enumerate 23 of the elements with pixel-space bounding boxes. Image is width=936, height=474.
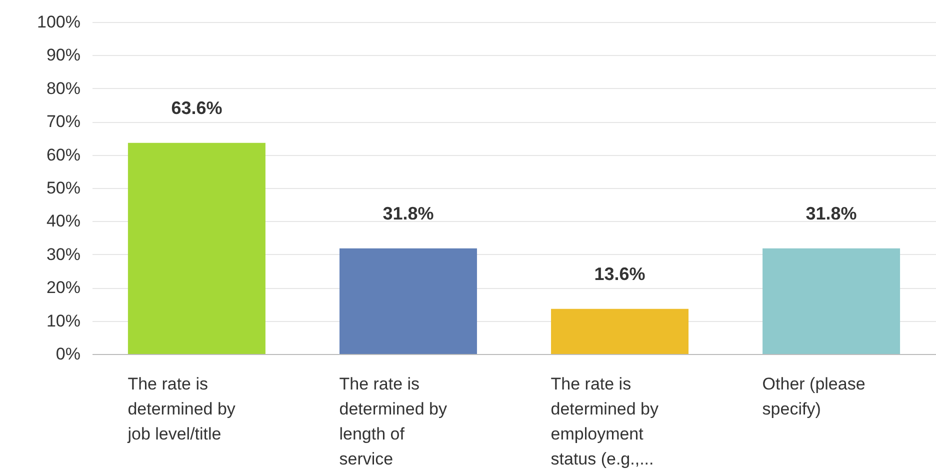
data-label: 31.8% (382, 203, 434, 224)
y-tick-label: 10% (46, 311, 80, 330)
y-tick-label: 90% (46, 46, 80, 65)
y-tick-label: 50% (46, 178, 80, 198)
x-tick-label: The rate is determined by job level/title (126, 374, 236, 444)
x-tick-label: The rate is determined by length of service (339, 374, 448, 468)
y-tick-label: 60% (46, 145, 80, 164)
x-tick-label: Other (please specify) (762, 374, 866, 418)
bar (762, 248, 900, 354)
y-tick-label: 80% (46, 78, 80, 98)
y-tick-label: 100% (37, 12, 80, 32)
y-tick-label: 20% (46, 278, 80, 298)
y-tick-label: 0% (56, 344, 80, 364)
bar (339, 248, 477, 354)
y-tick-label: 30% (46, 244, 80, 264)
x-tick-label: The rate is determined by employment status (e.g.,... (550, 374, 659, 468)
bar (551, 308, 689, 354)
y-tick-label: 70% (46, 112, 80, 132)
y-tick-label: 40% (46, 212, 80, 231)
data-label: 31.8% (806, 203, 857, 224)
data-label: 63.6% (171, 98, 222, 118)
data-label: 13.6% (594, 264, 646, 284)
bar (128, 142, 266, 354)
